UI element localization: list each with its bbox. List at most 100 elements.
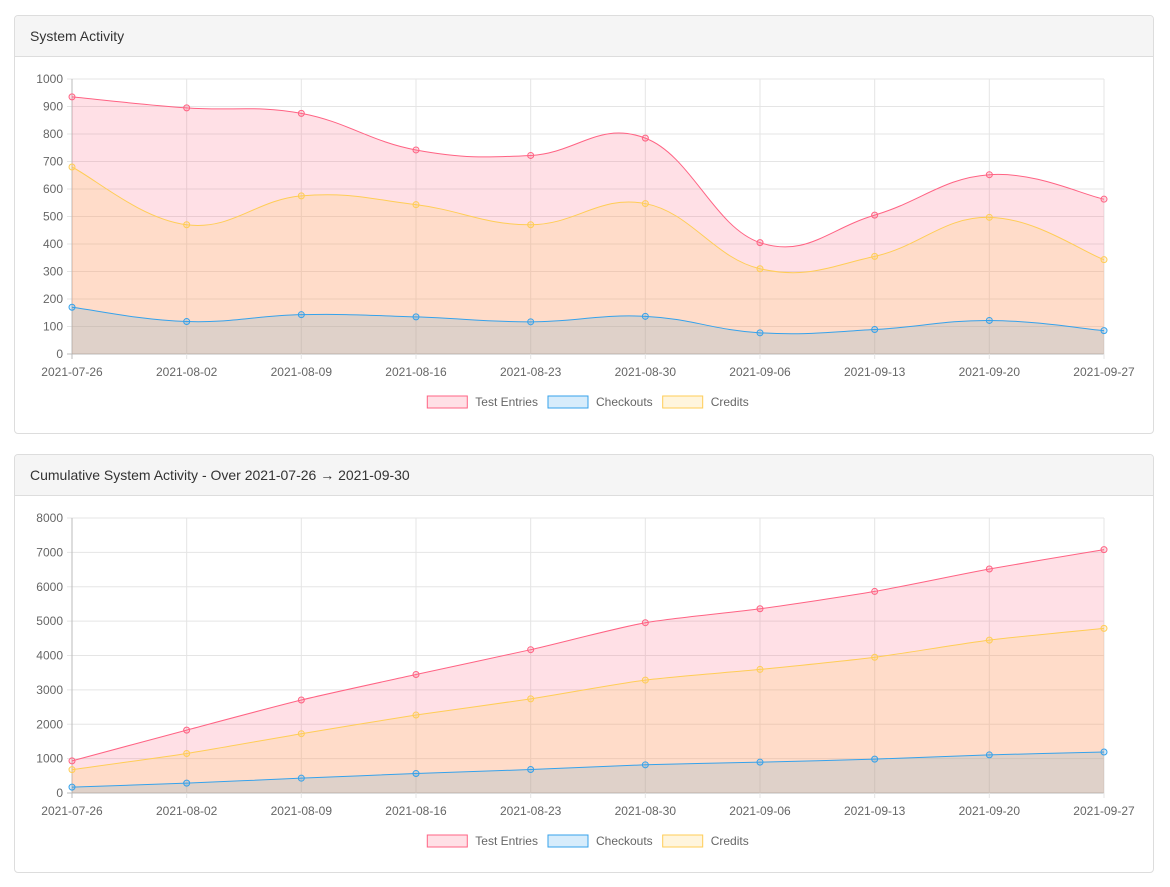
y-tick-label: 700 [43, 155, 63, 169]
data-point[interactable] [183, 318, 191, 326]
chart-area: 0 100 200 300 400 500 600 700 800 900 1000 2021-07-… [15, 57, 1153, 433]
y-tick-label: 1000 [36, 752, 63, 766]
series-line-credits [71, 166, 1105, 274]
data-point[interactable] [412, 711, 420, 719]
legend-label[interactable]: Checkouts [596, 834, 653, 848]
data-point[interactable] [985, 213, 993, 221]
data-point[interactable] [871, 653, 879, 661]
x-tick-label: 2021-09-20 [959, 365, 1021, 379]
legend-label[interactable]: Credits [711, 834, 749, 848]
legend-swatch[interactable] [547, 395, 589, 409]
data-point[interactable] [297, 696, 305, 704]
data-point[interactable] [68, 303, 76, 311]
y-tick-label: 8000 [36, 511, 63, 525]
data-point[interactable] [1100, 327, 1108, 335]
grid-lines [67, 78, 1105, 359]
data-point[interactable] [985, 751, 993, 759]
legend-swatch[interactable] [426, 834, 468, 848]
data-point[interactable] [1100, 748, 1108, 756]
data-point[interactable] [871, 326, 879, 334]
y-tick-label: 600 [43, 182, 63, 196]
data-point[interactable] [297, 311, 305, 319]
data-point[interactable] [756, 605, 764, 613]
data-point[interactable] [641, 312, 649, 320]
legend-swatch[interactable] [662, 834, 704, 848]
data-point[interactable] [527, 766, 535, 774]
y-tick-label: 400 [43, 237, 63, 251]
data-point[interactable] [68, 93, 76, 101]
data-point[interactable] [1100, 624, 1108, 632]
data-point[interactable] [68, 757, 76, 765]
data-point[interactable] [985, 171, 993, 179]
data-point[interactable] [985, 565, 993, 573]
data-point[interactable] [297, 109, 305, 117]
data-point[interactable] [1100, 195, 1108, 203]
system-activity-chart: 0 100 200 300 400 500 600 700 800 900 1000 2021-07-… [36, 72, 1135, 409]
y-tick-label: 0 [56, 786, 63, 800]
data-point[interactable] [527, 151, 535, 159]
series-area-checkouts [72, 751, 1104, 793]
data-point[interactable] [412, 770, 420, 778]
data-point[interactable] [641, 200, 649, 208]
data-point[interactable] [183, 726, 191, 734]
x-tick-label: 2021-08-30 [615, 365, 677, 379]
data-point[interactable] [756, 265, 764, 273]
data-point[interactable] [641, 761, 649, 769]
data-point[interactable] [297, 730, 305, 738]
data-point[interactable] [68, 163, 76, 171]
series-area-credits [72, 628, 1104, 793]
legend-swatch[interactable] [426, 395, 468, 409]
y-tick-label: 0 [56, 347, 63, 361]
series-area-test-entries [72, 96, 1104, 354]
data-point[interactable] [527, 221, 535, 229]
data-point[interactable] [183, 104, 191, 112]
y-tick-label: 4000 [36, 649, 63, 663]
data-point[interactable] [871, 252, 879, 260]
data-point[interactable] [183, 779, 191, 787]
data-point[interactable] [985, 316, 993, 324]
data-point[interactable] [68, 783, 76, 791]
panel-title: Cumulative System Activity - Over 2021-0… [15, 455, 1153, 496]
legend-label[interactable]: Checkouts [596, 395, 653, 409]
data-point[interactable] [641, 134, 649, 142]
data-point[interactable] [985, 636, 993, 644]
legend-label[interactable]: Test Entries [475, 834, 538, 848]
data-point[interactable] [183, 221, 191, 229]
data-point[interactable] [641, 676, 649, 684]
data-point[interactable] [1100, 256, 1108, 264]
series-line-checkouts [71, 751, 1105, 788]
data-point[interactable] [871, 211, 879, 219]
data-point[interactable] [527, 695, 535, 703]
data-point[interactable] [412, 201, 420, 209]
data-point[interactable] [756, 758, 764, 766]
y-tick-label: 5000 [36, 614, 63, 628]
y-tick-label: 7000 [36, 545, 63, 559]
legend-swatch[interactable] [547, 834, 589, 848]
series-line-test-entries [71, 96, 1105, 248]
data-point[interactable] [183, 749, 191, 757]
data-point[interactable] [871, 587, 879, 595]
legend-label[interactable]: Test Entries [475, 395, 538, 409]
data-point[interactable] [756, 665, 764, 673]
legend: Test Entries Checkouts Credits [426, 834, 749, 848]
data-point[interactable] [527, 646, 535, 654]
x-tick-label: 2021-09-20 [959, 804, 1021, 818]
series-area-credits [72, 167, 1104, 354]
data-point[interactable] [756, 239, 764, 247]
data-point[interactable] [756, 329, 764, 337]
data-point[interactable] [527, 318, 535, 326]
data-point[interactable] [871, 755, 879, 763]
x-tick-label: 2021-09-13 [844, 365, 906, 379]
data-point[interactable] [297, 192, 305, 200]
data-point[interactable] [412, 313, 420, 321]
x-tick-label: 2021-08-09 [271, 804, 333, 818]
data-point[interactable] [412, 146, 420, 154]
data-point[interactable] [412, 671, 420, 679]
data-point[interactable] [297, 774, 305, 782]
data-point[interactable] [68, 766, 76, 774]
legend-label[interactable]: Credits [711, 395, 749, 409]
data-point[interactable] [641, 619, 649, 627]
data-point[interactable] [1100, 546, 1108, 554]
cumulative-activity-panel: Cumulative System Activity - Over 2021-0… [14, 454, 1154, 873]
legend-swatch[interactable] [662, 395, 704, 409]
